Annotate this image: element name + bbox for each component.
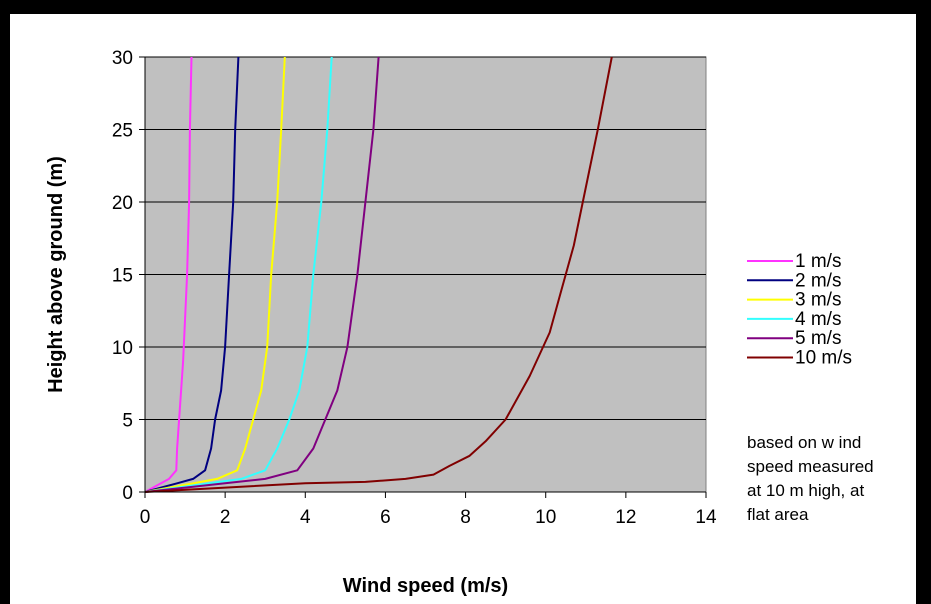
gridlines	[145, 56, 706, 420]
x-tick-labels: 0 2 4 6 8 10 12 14	[140, 507, 717, 528]
x-tick-label: 12	[615, 507, 636, 528]
legend-label: 10 m/s	[795, 348, 852, 369]
x-tick-label: 10	[535, 507, 556, 528]
y-tick-label: 15	[112, 266, 133, 287]
annotation-line: speed measured	[747, 457, 874, 476]
x-axis-title: Wind speed (m/s)	[343, 575, 508, 597]
y-tick-label: 10	[112, 338, 133, 359]
series-line	[144, 56, 240, 493]
x-tick-label: 4	[300, 507, 311, 528]
y-tick-label: 0	[122, 483, 133, 504]
y-tick-labels: 0 5 10 15 20 25 30	[112, 48, 133, 504]
wind-profile-chart: 0 2 4 6 8 10 12 14 0 5 10 15 20 25 30 Wind speed (m/s…	[45, 48, 874, 597]
series-line	[144, 56, 380, 493]
legend-label: 5 m/s	[795, 328, 841, 349]
legend-label: 3 m/s	[795, 290, 841, 311]
legend: 1 m/s2 m/s3 m/s4 m/s5 m/s10 m/s	[747, 251, 852, 369]
series-line	[144, 56, 333, 493]
series-line	[144, 56, 286, 493]
annotation-line: based on w ind	[747, 433, 861, 452]
series-lines	[144, 56, 613, 493]
legend-label: 4 m/s	[795, 309, 841, 330]
axes	[139, 56, 707, 498]
x-tick-label: 6	[380, 507, 391, 528]
series-line	[144, 56, 193, 493]
y-tick-label: 25	[112, 121, 133, 142]
series-line	[144, 56, 613, 493]
x-tick-label: 0	[140, 507, 151, 528]
legend-label: 1 m/s	[795, 251, 841, 272]
y-tick-label: 30	[112, 48, 133, 69]
x-tick-label: 2	[220, 507, 231, 528]
annotation-line: flat area	[747, 505, 809, 524]
y-tick-label: 5	[122, 411, 133, 432]
x-tick-label: 8	[460, 507, 471, 528]
y-tick-label: 20	[112, 193, 133, 214]
annotation-note: based on w ind speed measured at 10 m high…	[747, 433, 874, 524]
y-axis-title: Height above ground (m)	[45, 156, 67, 393]
annotation-line: at 10 m high, at	[747, 481, 864, 500]
chart-canvas: 0 2 4 6 8 10 12 14 0 5 10 15 20 25 30 Wind speed (m/s…	[10, 14, 916, 604]
x-tick-label: 14	[695, 507, 717, 528]
legend-label: 2 m/s	[795, 270, 841, 291]
